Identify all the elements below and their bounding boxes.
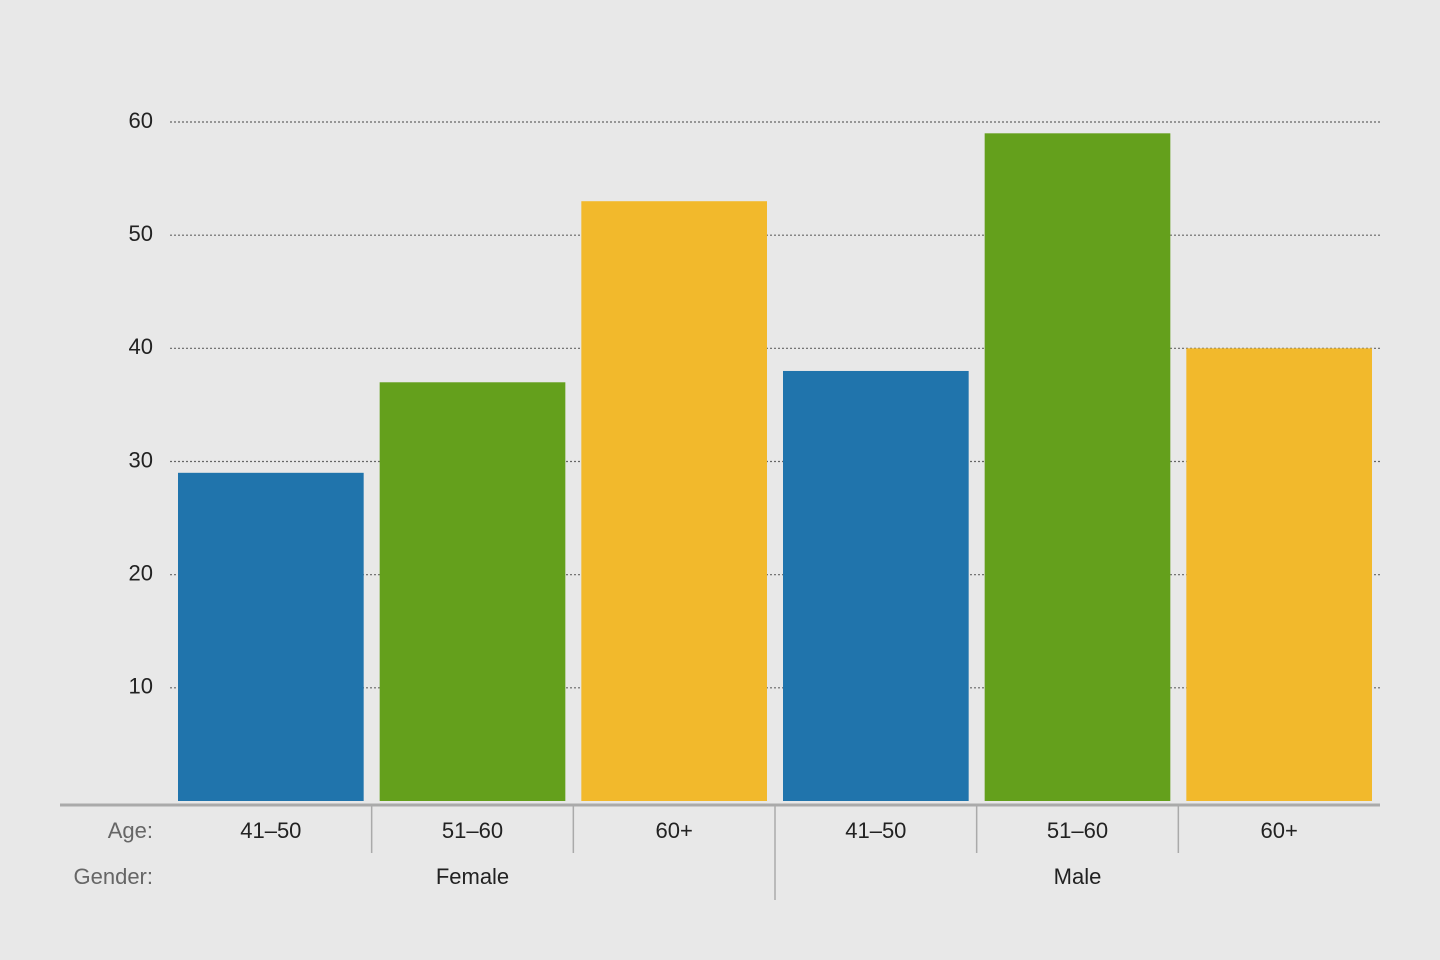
x-tick-label: 60+ <box>656 818 693 843</box>
x-tick-label: 51–60 <box>1047 818 1108 843</box>
level-label: Age: <box>108 818 153 843</box>
group-label: Female <box>436 864 509 889</box>
y-tick-label: 10 <box>129 674 153 699</box>
bar <box>984 133 1171 802</box>
y-tick-label: 30 <box>129 447 153 472</box>
level-label: Gender: <box>74 864 154 889</box>
y-tick-label: 50 <box>129 221 153 246</box>
group-label: Male <box>1054 864 1102 889</box>
bar <box>783 370 969 801</box>
bar <box>379 382 566 801</box>
x-tick-label: 41–50 <box>240 818 301 843</box>
x-tick-label: 51–60 <box>442 818 503 843</box>
bar <box>178 472 364 801</box>
y-tick-label: 40 <box>129 334 153 359</box>
x-tick-label: 41–50 <box>845 818 906 843</box>
bar <box>581 201 767 801</box>
bar <box>1186 348 1372 801</box>
y-tick-label: 20 <box>129 560 153 585</box>
x-tick-label: 60+ <box>1261 818 1298 843</box>
y-tick-label: 60 <box>129 108 153 133</box>
